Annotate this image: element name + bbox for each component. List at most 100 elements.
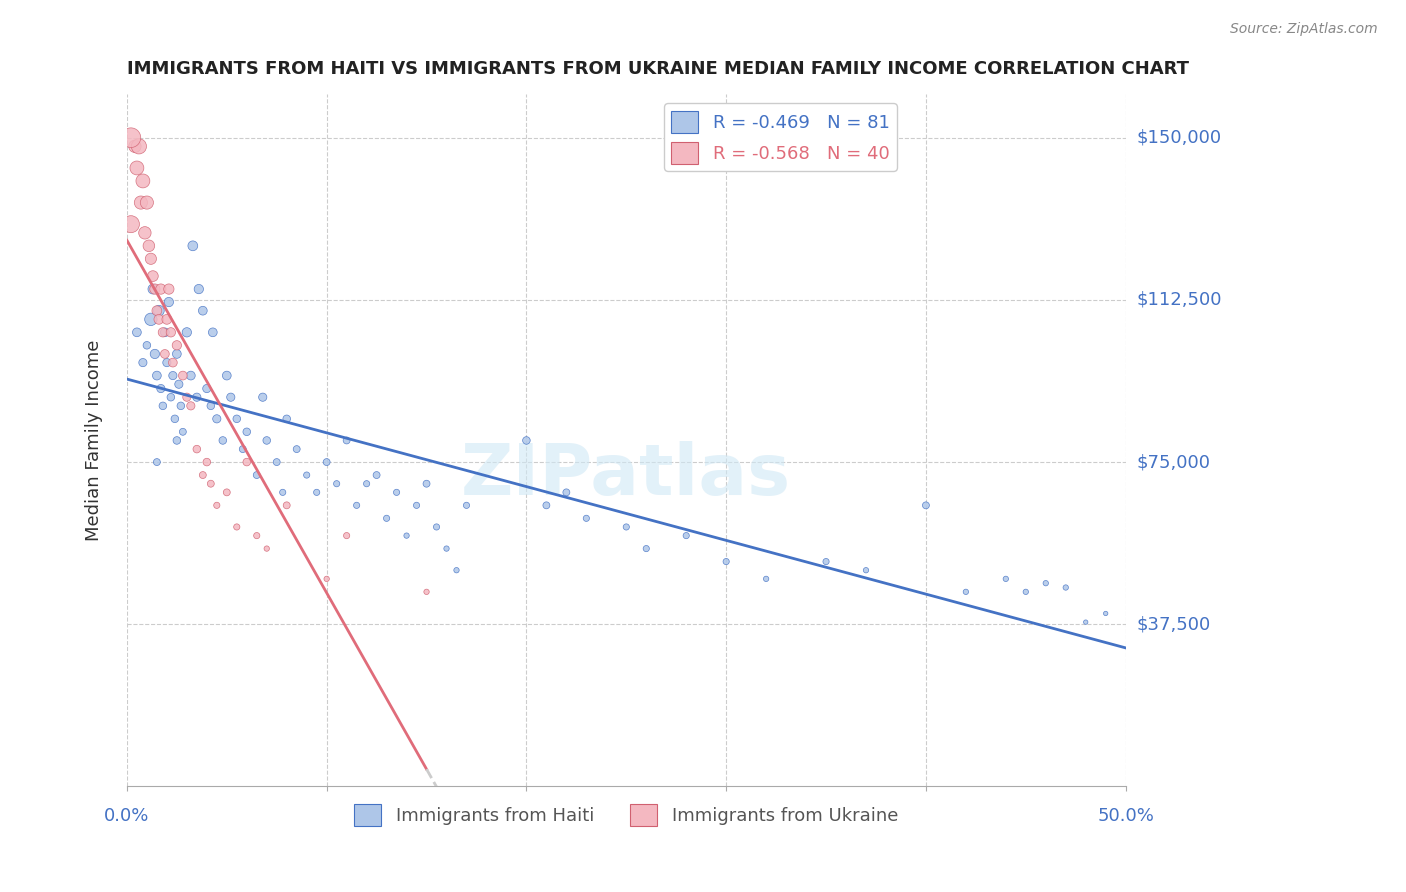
Point [128, 139, 150, 153]
Point [276, 412, 298, 426]
Point [120, 130, 142, 145]
Point [143, 282, 166, 296]
Legend: Immigrants from Haiti, Immigrants from Ukraine: Immigrants from Haiti, Immigrants from U… [347, 797, 905, 833]
Point [246, 468, 269, 483]
Point [755, 572, 778, 586]
Point [256, 541, 278, 556]
Point [132, 174, 155, 188]
Text: $37,500: $37,500 [1137, 615, 1211, 633]
Point [285, 442, 308, 456]
Point [1015, 585, 1038, 599]
Point [156, 356, 179, 370]
Point [170, 399, 193, 413]
Point [246, 528, 269, 542]
Point [160, 326, 183, 340]
Point [176, 390, 198, 404]
Point [160, 390, 183, 404]
Point [536, 499, 558, 513]
Point [166, 338, 188, 352]
Point [166, 434, 188, 448]
Point [1074, 615, 1097, 629]
Point [186, 390, 208, 404]
Point [148, 312, 170, 326]
Text: 0.0%: 0.0% [104, 807, 149, 825]
Point [436, 541, 458, 556]
Point [356, 476, 378, 491]
Point [375, 511, 398, 525]
Point [138, 239, 160, 253]
Text: $112,500: $112,500 [1137, 291, 1222, 309]
Point [153, 326, 176, 340]
Point [1094, 607, 1116, 621]
Point [446, 563, 468, 577]
Point [132, 356, 155, 370]
Point [135, 195, 157, 210]
Point [176, 326, 198, 340]
Point [125, 161, 148, 175]
Point [152, 326, 174, 340]
Point [134, 226, 156, 240]
Point [162, 368, 184, 383]
Point [148, 303, 170, 318]
Text: $150,000: $150,000 [1137, 128, 1222, 146]
Point [1035, 576, 1057, 591]
Point [236, 425, 259, 439]
Point [219, 390, 242, 404]
Text: 50.0%: 50.0% [1097, 807, 1154, 825]
Point [200, 476, 222, 491]
Point [125, 326, 148, 340]
Point [201, 326, 224, 340]
Point [955, 585, 977, 599]
Point [195, 455, 218, 469]
Point [456, 499, 478, 513]
Point [415, 585, 437, 599]
Point [149, 282, 172, 296]
Point [232, 442, 254, 456]
Point [129, 195, 152, 210]
Point [252, 390, 274, 404]
Point [162, 356, 184, 370]
Point [366, 468, 388, 483]
Point [205, 499, 228, 513]
Point [346, 499, 368, 513]
Text: $75,000: $75,000 [1137, 453, 1211, 471]
Point [120, 217, 142, 231]
Point [225, 520, 247, 534]
Point [135, 338, 157, 352]
Point [211, 434, 233, 448]
Point [143, 347, 166, 361]
Point [385, 485, 408, 500]
Point [315, 455, 337, 469]
Point [225, 412, 247, 426]
Point [271, 485, 294, 500]
Point [180, 399, 202, 413]
Point [714, 555, 737, 569]
Point [186, 442, 208, 456]
Point [152, 399, 174, 413]
Point [200, 399, 222, 413]
Point [181, 239, 204, 253]
Point [157, 295, 180, 310]
Point [295, 468, 318, 483]
Point [142, 269, 165, 284]
Point [191, 468, 214, 483]
Point [855, 563, 877, 577]
Point [815, 555, 838, 569]
Point [139, 312, 162, 326]
Text: Source: ZipAtlas.com: Source: ZipAtlas.com [1230, 22, 1378, 37]
Point [636, 541, 658, 556]
Point [139, 252, 162, 266]
Point [187, 282, 209, 296]
Point [276, 499, 298, 513]
Point [163, 412, 186, 426]
Point [325, 476, 347, 491]
Point [166, 347, 188, 361]
Point [614, 520, 637, 534]
Point [425, 520, 447, 534]
Point [336, 434, 359, 448]
Point [336, 528, 359, 542]
Point [305, 485, 328, 500]
Point [395, 528, 418, 542]
Point [215, 485, 238, 500]
Point [405, 499, 427, 513]
